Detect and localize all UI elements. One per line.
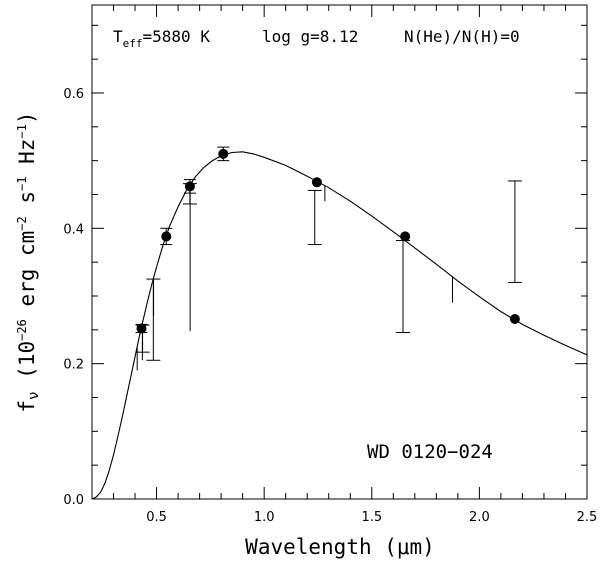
photometry-point bbox=[400, 231, 411, 242]
absorption-lines bbox=[136, 184, 453, 371]
data-point bbox=[218, 148, 229, 159]
axis-ticks bbox=[92, 5, 587, 499]
photometry-point bbox=[311, 177, 322, 188]
photometry-points bbox=[135, 146, 520, 334]
y-tick-label: 0.6 bbox=[63, 87, 84, 102]
y-tick-label: 0.4 bbox=[63, 222, 84, 237]
model-curve bbox=[91, 151, 588, 500]
x-tick-label: 2.5 bbox=[577, 510, 598, 525]
nhe-label: N(He)/N(H)=0 bbox=[404, 27, 520, 46]
x-tick-label: 2.0 bbox=[469, 510, 490, 525]
x-tick-label: 1.5 bbox=[361, 510, 382, 525]
photometry-point bbox=[135, 323, 148, 334]
synthetic-errorbar bbox=[395, 239, 410, 334]
x-tick-label: 0.5 bbox=[146, 510, 167, 525]
synthetic-errorbar bbox=[507, 180, 522, 283]
logg-label: log g=8.12 bbox=[262, 27, 358, 46]
x-tick-label: 1.0 bbox=[254, 510, 275, 525]
y-axis-title: fν (10−26 erg cm−2 s−1 Hz−1) bbox=[15, 111, 42, 412]
synthetic-errorbar bbox=[146, 278, 161, 361]
x-axis-title: Wavelength (μm) bbox=[245, 535, 435, 559]
y-tick-label: 0.2 bbox=[63, 358, 84, 373]
model-spectrum bbox=[91, 151, 588, 500]
photometry-point bbox=[160, 227, 173, 246]
svg-text:Teff=5880 K: Teff=5880 K bbox=[113, 27, 210, 50]
synthetic-errorbar bbox=[307, 189, 322, 246]
data-point bbox=[311, 177, 322, 188]
annotation: Teff=5880 K log g=8.12 N(He)/N(H)=0 bbox=[113, 27, 520, 50]
tick-labels: 0.5 1.0 1.5 2.0 2.5 0.0 0.2 0.4 0.6 bbox=[63, 87, 597, 525]
photometry-point bbox=[183, 179, 196, 194]
data-point bbox=[161, 231, 172, 242]
data-point bbox=[400, 231, 411, 242]
data-point bbox=[509, 313, 520, 324]
data-point bbox=[184, 181, 195, 192]
data-point bbox=[136, 323, 147, 334]
plot-frame bbox=[91, 4, 588, 500]
y-tick-label: 0.0 bbox=[63, 493, 84, 508]
synthetic-errorbars bbox=[135, 180, 522, 361]
object-label: WD 0120−024 bbox=[367, 441, 493, 463]
photometry-point bbox=[217, 146, 230, 162]
photometry-point bbox=[509, 313, 520, 324]
